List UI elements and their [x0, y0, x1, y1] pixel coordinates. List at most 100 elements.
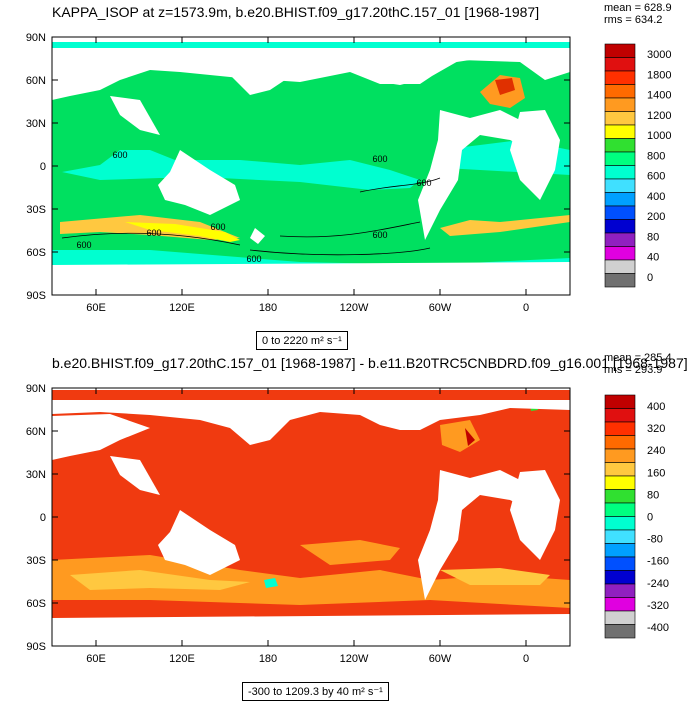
contour-label: 600 — [112, 150, 127, 160]
panel1-lat-label: 90S — [26, 290, 46, 302]
panel2-legend-label: -320 — [647, 600, 669, 612]
panel1-legend-label: 1800 — [647, 69, 671, 81]
panel1-legend-swatch — [604, 151, 636, 166]
contour-label: 600 — [210, 222, 225, 232]
panel1-lat-label: 90N — [26, 32, 46, 44]
panel1-legend-label: 80 — [647, 231, 659, 243]
panel2-legend-swatch — [604, 408, 636, 423]
panel1-lat-label: 60N — [26, 75, 46, 87]
panel2-legend-swatch — [604, 583, 636, 598]
panel2-legend-swatch — [604, 489, 636, 504]
panel1-legend-swatch — [604, 219, 636, 234]
panel2-legend-label: 400 — [647, 401, 665, 413]
panel1-legend-swatch — [604, 84, 636, 99]
panel1-lon-label: 60E — [86, 302, 106, 314]
panel1-legend-swatch — [604, 178, 636, 193]
panel1-lat-label: 0 — [40, 161, 46, 173]
panel2-legend-swatch — [604, 570, 636, 585]
panel2-legend-swatch — [604, 448, 636, 463]
panel2-legend-swatch — [604, 529, 636, 544]
panel1-legend-swatch — [604, 124, 636, 139]
contour-label: 600 — [76, 240, 91, 250]
panel2-lon-label: 180 — [259, 653, 277, 665]
panel1-legend-swatch — [604, 97, 636, 112]
panel2-legend-label: 320 — [647, 423, 665, 435]
panel2-legend-label: -80 — [647, 534, 663, 546]
legend-group: 3000180014001200100080060040020080400400… — [604, 43, 671, 639]
panel1-legend-label: 800 — [647, 150, 665, 162]
panel1-lon-label: 120W — [340, 302, 369, 314]
panel1-legend-swatch — [604, 246, 636, 261]
panel2-legend-label: -160 — [647, 556, 669, 568]
panel1-map — [52, 37, 570, 295]
panel2-lon-label: 0 — [523, 653, 529, 665]
panel2-lat-label: 60N — [26, 426, 46, 438]
panel2-title: b.e20.BHIST.f09_g17.20thC.157_01 [1968-1… — [52, 355, 688, 371]
panel1-range-box: 0 to 2220 m² s⁻¹ — [256, 331, 348, 350]
panel2-legend-swatch — [604, 556, 636, 571]
panel1-legend-label: 200 — [647, 211, 665, 223]
panel1-lat-label: 60S — [26, 247, 46, 259]
panel1-title: KAPPA_ISOP at z=1573.9m, b.e20.BHIST.f09… — [52, 4, 540, 20]
panel1-legend-swatch — [604, 205, 636, 220]
panel1-continents — [52, 48, 570, 295]
panel2-lon-label: 60E — [86, 653, 106, 665]
panel1-legend-label: 40 — [647, 252, 659, 264]
panel1-legend-swatch — [604, 273, 636, 288]
panel1-arctic — [52, 42, 570, 48]
panel1-legend-swatch — [604, 165, 636, 180]
contour-label: 600 — [146, 228, 161, 238]
panel1-lat-label: 30S — [26, 204, 46, 216]
contour-label: 600 — [372, 154, 387, 164]
panel2-legend-swatch — [604, 421, 636, 436]
panel2-continents — [52, 400, 570, 646]
contour-label-group: 600 600 600 600 600 600 600 600 — [76, 150, 431, 264]
panel2-lat-label: 90N — [26, 383, 46, 395]
panel1-legend-label: 1400 — [647, 90, 671, 102]
panel2-legend-swatch — [604, 502, 636, 517]
panel1-legend-label: 1200 — [647, 110, 671, 122]
contour-label: 600 — [372, 230, 387, 240]
panel2-south-band — [52, 555, 570, 608]
panel1-lat-label: 30N — [26, 118, 46, 130]
panel2-lat-label: 60S — [26, 598, 46, 610]
panel2-rms: rms = 293.9 — [604, 364, 663, 376]
panel1-legend-swatch — [604, 259, 636, 274]
contour-label: 600 — [416, 178, 431, 188]
panel2-legend-label: 80 — [647, 489, 659, 501]
panel1-legend-swatch — [604, 43, 636, 58]
panel2-legend-swatch — [604, 475, 636, 490]
panel1-contours — [61, 177, 441, 256]
panel2-legend-label: -400 — [647, 622, 669, 634]
contour-label: 600 — [246, 254, 261, 264]
panel2-legend-swatch — [604, 597, 636, 612]
panel2-legend-swatch — [604, 394, 636, 409]
panel2-legend-swatch — [604, 516, 636, 531]
panel1-legend-swatch — [604, 111, 636, 126]
panel1-legend-label: 400 — [647, 191, 665, 203]
panel1-legend-label: 1000 — [647, 130, 671, 142]
panel2-lat-label: 90S — [26, 641, 46, 653]
panel2-lon-label: 120E — [169, 653, 195, 665]
panel2-lon-label: 60W — [429, 653, 452, 665]
panel2-mean: mean = 285.4 — [604, 352, 672, 364]
panel1-lon-label: 0 — [523, 302, 529, 314]
panel1-lon-label: 60W — [429, 302, 452, 314]
panel2-legend-swatch — [604, 610, 636, 625]
panel2-legend-swatch — [604, 624, 636, 639]
panel2-range-box: -300 to 1209.3 by 40 m² s⁻¹ — [242, 682, 389, 701]
panel1-lon-label: 180 — [259, 302, 277, 314]
panel1-legend-label: 600 — [647, 171, 665, 183]
panel2-map — [52, 388, 570, 646]
panel2-lon-label: 120W — [340, 653, 369, 665]
panel1-rms: rms = 634.2 — [604, 14, 663, 26]
panel2-lat-label: 0 — [40, 512, 46, 524]
panel1-legend-swatch — [604, 192, 636, 207]
panel1-mean: mean = 628.9 — [604, 2, 672, 14]
panel1-legend-swatch — [604, 138, 636, 153]
panel1-legend-swatch — [604, 70, 636, 85]
panel1-legend-label: 3000 — [647, 49, 671, 61]
panel2-legend-label: -240 — [647, 578, 669, 590]
panel2-legend-label: 240 — [647, 445, 665, 457]
